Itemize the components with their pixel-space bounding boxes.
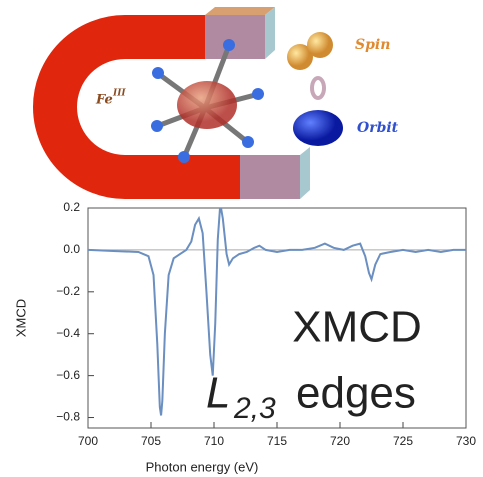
ion-label: Fe xyxy=(95,93,113,108)
y-tick-label: −0.8 xyxy=(56,410,80,424)
orbit-blob xyxy=(293,110,343,146)
magnet-pole xyxy=(300,147,310,199)
x-tick-label: 725 xyxy=(393,434,413,448)
magnet-pole xyxy=(265,7,275,59)
orbit-label: Orbit xyxy=(357,120,399,136)
spin-blob xyxy=(307,32,333,58)
x-tick-label: 705 xyxy=(141,434,161,448)
x-tick-label: 700 xyxy=(78,434,98,448)
page: {"chart_data": { "type": "line", "x_labe… xyxy=(0,0,483,477)
annotation: 2,3 xyxy=(233,392,276,425)
y-tick-label: 0.2 xyxy=(63,200,80,214)
annotation: L xyxy=(206,369,230,418)
y-tick-label: −0.4 xyxy=(56,326,80,340)
illustration: Spin Orbit Fe III xyxy=(55,7,399,199)
spin-label: Spin xyxy=(355,37,390,53)
y-axis-label: XMCD xyxy=(13,299,28,337)
magnet-pole xyxy=(205,7,275,15)
x-axis-label: Photon energy (eV) xyxy=(146,459,259,474)
y-tick-label: −0.6 xyxy=(56,368,80,382)
x-tick-label: 720 xyxy=(330,434,350,448)
annotation: edges xyxy=(296,369,416,418)
ion-charge: III xyxy=(112,89,126,99)
y-tick-label: −0.2 xyxy=(56,284,80,298)
magnet-pole xyxy=(205,15,265,59)
chart: 700 705 710 715 720 725 730 −0.8 −0.6 −0.4 −0.2 0.0… xyxy=(0,0,483,477)
magnet-pole xyxy=(240,155,300,199)
x-tick-label: 730 xyxy=(456,434,476,448)
coupling-ring xyxy=(312,78,324,98)
annotation: XMCD xyxy=(292,303,422,352)
fe-orbital xyxy=(177,81,237,129)
x-tick-label: 710 xyxy=(204,434,224,448)
y-tick-label: 0.0 xyxy=(63,242,80,256)
x-tick-label: 715 xyxy=(267,434,287,448)
